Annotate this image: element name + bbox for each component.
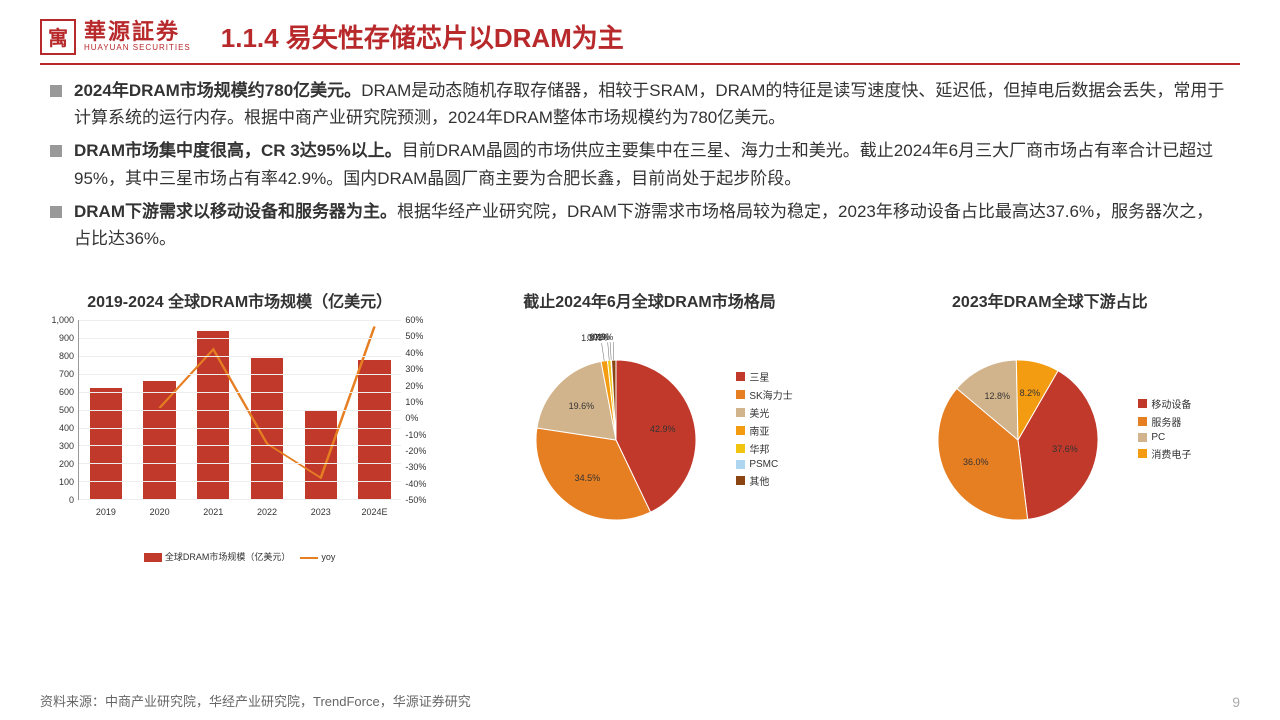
logo-text-cn: 華源証券 — [84, 20, 191, 44]
pie2-block: 2023年DRAM全球下游占比 37.6% 36.0% 12.8% 8.2% 移动设备… — [860, 288, 1240, 563]
y-right-axis: -50%-40%-30%-20%-10%0%10%20%30%40%50%60% — [403, 320, 439, 500]
legend-label: 华邦 — [749, 441, 769, 456]
bullet-icon — [50, 145, 62, 157]
bullet-text: DRAM市场集中度很高，CR 3达95%以上。目前DRAM晶圆的市场供应主要集中… — [74, 137, 1230, 191]
svg-text:12.8%: 12.8% — [985, 391, 1011, 401]
bullet-text: DRAM下游需求以移动设备和服务器为主。根据华经产业研究院，DRAM下游需求市场… — [74, 198, 1230, 252]
title-rule — [40, 63, 1240, 65]
bar-x-label: 2023 — [311, 507, 331, 517]
legend-bar-label: 全球DRAM市场规模（亿美元） — [165, 552, 291, 562]
bar-x-label: 2020 — [150, 507, 170, 517]
legend-swatch — [736, 372, 745, 381]
legend-line-swatch — [300, 557, 318, 559]
logo-icon: 寓 — [40, 19, 76, 55]
legend-swatch — [1138, 449, 1147, 458]
svg-text:42.9%: 42.9% — [650, 424, 676, 434]
legend-bar-swatch — [144, 553, 162, 562]
legend-label: 服务器 — [1151, 414, 1181, 429]
legend-item: 服务器 — [1138, 414, 1191, 429]
legend-swatch — [736, 444, 745, 453]
legend-swatch — [1138, 433, 1147, 442]
pie2-legend: 移动设备服务器 PC 消费电子 — [1138, 396, 1191, 464]
source-text: 资料来源：中商产业研究院，华经产业研究院，TrendForce，华源证券研究 — [40, 691, 471, 710]
legend-item: 消费电子 — [1138, 446, 1191, 461]
charts-row: 2019-2024 全球DRAM市场规模（亿美元） 01002003004005… — [0, 258, 1280, 563]
body-text: 2024年DRAM市场规模约780亿美元。DRAM是动态随机存取存储器，相较于S… — [0, 77, 1280, 252]
legend-swatch — [736, 476, 745, 485]
svg-text:34.5%: 34.5% — [575, 473, 601, 483]
legend-swatch — [1138, 417, 1147, 426]
legend-swatch — [736, 460, 745, 469]
pie1: 42.9%34.5%19.6%1.3%0.7%0.1%0.9% — [506, 320, 726, 540]
chart2-title: 截止2024年6月全球DRAM市场格局 — [459, 288, 839, 312]
bar-chart-block: 2019-2024 全球DRAM市场规模（亿美元） 01002003004005… — [40, 288, 439, 563]
legend-item: PSMC — [736, 459, 792, 470]
bullet-text: 2024年DRAM市场规模约780亿美元。DRAM是动态随机存取存储器，相较于S… — [74, 77, 1230, 131]
pie1-block: 截止2024年6月全球DRAM市场格局 42.9%34.5%19.6%1.3%0… — [459, 288, 839, 563]
legend-line-label: yoy — [321, 552, 335, 562]
svg-text:8.2%: 8.2% — [1020, 388, 1041, 398]
bar-x-label: 2024E — [361, 507, 387, 517]
plot-area: 201920202021202220232024E — [78, 320, 401, 500]
y-left-axis: 01002003004005006007008009001,000 — [40, 320, 76, 500]
chart1-title: 2019-2024 全球DRAM市场规模（亿美元） — [40, 288, 439, 312]
legend-swatch — [736, 426, 745, 435]
pie1-legend: 三星 SK海力士美光南亚华邦 PSMC 其他 — [736, 369, 792, 491]
legend-label: 消费电子 — [1151, 446, 1191, 461]
legend-item: 南亚 — [736, 423, 792, 438]
legend-item: SK海力士 — [736, 387, 792, 402]
bar-x-label: 2019 — [96, 507, 116, 517]
chart3-title: 2023年DRAM全球下游占比 — [860, 288, 1240, 312]
chart1-legend: 全球DRAM市场规模（亿美元） yoy — [40, 550, 439, 563]
legend-item: 美光 — [736, 405, 792, 420]
bar-chart: 01002003004005006007008009001,000 -50%-4… — [40, 320, 439, 530]
slide-title: 1.1.4 易失性存储芯片以DRAM为主 — [221, 18, 624, 55]
logo-text-en: HUAYUAN SECURITIES — [84, 44, 191, 53]
svg-text:19.6%: 19.6% — [569, 401, 595, 411]
bar-x-label: 2022 — [257, 507, 277, 517]
legend-label: SK海力士 — [749, 387, 792, 402]
legend-label: 移动设备 — [1151, 396, 1191, 411]
legend-item: 移动设备 — [1138, 396, 1191, 411]
legend-swatch — [736, 390, 745, 399]
svg-text:36.0%: 36.0% — [963, 457, 989, 467]
legend-item: 华邦 — [736, 441, 792, 456]
legend-swatch — [1138, 399, 1147, 408]
logo: 寓 華源証券 HUAYUAN SECURITIES — [40, 19, 191, 55]
legend-label: 其他 — [749, 473, 769, 488]
legend-label: 南亚 — [749, 423, 769, 438]
legend-item: 其他 — [736, 473, 792, 488]
legend-label: 美光 — [749, 405, 769, 420]
bullet: DRAM下游需求以移动设备和服务器为主。根据华经产业研究院，DRAM下游需求市场… — [50, 198, 1230, 252]
bullet-icon — [50, 85, 62, 97]
bullet-icon — [50, 206, 62, 218]
legend-item: PC — [1138, 432, 1191, 443]
legend-label: PSMC — [749, 459, 778, 470]
legend-swatch — [736, 408, 745, 417]
bullet: 2024年DRAM市场规模约780亿美元。DRAM是动态随机存取存储器，相较于S… — [50, 77, 1230, 131]
bar-x-label: 2021 — [203, 507, 223, 517]
bullet: DRAM市场集中度很高，CR 3达95%以上。目前DRAM晶圆的市场供应主要集中… — [50, 137, 1230, 191]
legend-label: 三星 — [749, 369, 769, 384]
legend-label: PC — [1151, 432, 1165, 443]
pie2: 37.6% 36.0% 12.8% 8.2% — [908, 320, 1128, 540]
page-number: 9 — [1232, 694, 1240, 710]
svg-text:37.6%: 37.6% — [1053, 444, 1079, 454]
legend-item: 三星 — [736, 369, 792, 384]
svg-text:0.9%: 0.9% — [593, 332, 614, 342]
header: 寓 華源証券 HUAYUAN SECURITIES 1.1.4 易失性存储芯片以… — [0, 0, 1280, 63]
